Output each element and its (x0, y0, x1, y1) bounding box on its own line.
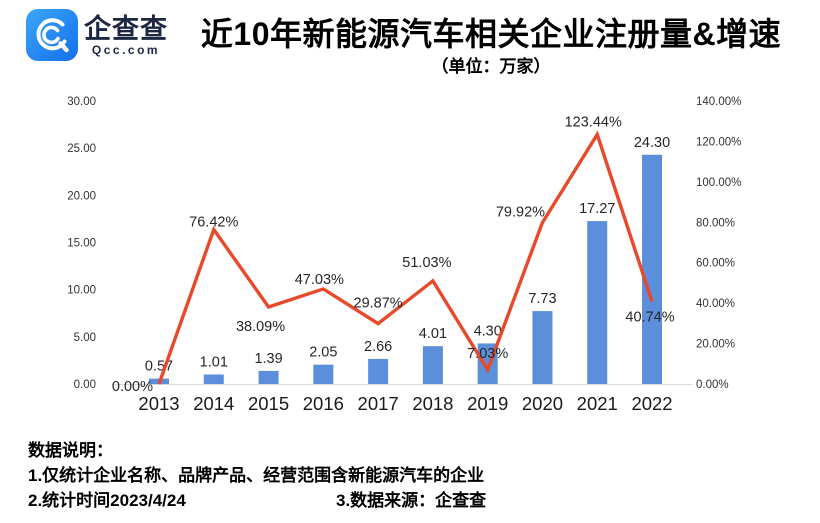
line-label: 7.03% (467, 346, 508, 362)
left-axis-tick: 10.00 (67, 285, 96, 297)
x-axis-label-2019: 2019 (467, 393, 508, 414)
line-label: 79.92% (496, 204, 545, 220)
growth-line (157, 130, 654, 385)
line-label: 29.87% (354, 296, 403, 312)
right-axis-tick: 100.00% (696, 177, 741, 189)
right-axis-tick: 60.00% (696, 258, 735, 270)
bar-2022 (642, 154, 663, 384)
bar-label: 1.01 (200, 354, 228, 370)
bar-label: 4.30 (474, 323, 502, 339)
x-axis-label-2021: 2021 (577, 393, 618, 414)
left-axis-tick: 20.00 (67, 190, 96, 202)
brand-domain: Qcc.com (91, 43, 161, 57)
right-axis-tick: 80.00% (696, 217, 735, 229)
footer-stat-date: 2.统计时间2023/4/24 (28, 491, 186, 510)
bar-2014 (203, 374, 224, 384)
line-label: 51.03% (402, 255, 451, 271)
x-axis-label-2015: 2015 (248, 393, 289, 414)
right-axis-tick: 140.00% (696, 96, 741, 108)
title-block: 近10年新能源汽车相关企业注册量&增速 （单位：万家） (176, 14, 806, 78)
brand-name: 企查查 (84, 14, 168, 44)
line-label: 47.03% (295, 272, 344, 288)
bar-label: 24.30 (634, 135, 670, 151)
x-axis-label-2017: 2017 (358, 393, 399, 414)
left-axis-tick: 0.00 (74, 379, 96, 391)
footer-notes: 数据说明： 1.仅统计企业名称、品牌产品、经营范围含新能源汽车的企业 2.统计时… (28, 438, 798, 513)
x-axis-label-2022: 2022 (631, 393, 672, 414)
bar-2018 (422, 346, 443, 384)
qcc-logo (26, 9, 78, 61)
page-title: 近10年新能源汽车相关企业注册量&增速 (200, 16, 782, 52)
page-subtitle: （单位：万家） (431, 57, 551, 76)
x-axis-label-2020: 2020 (522, 393, 563, 414)
bar-label: 2.66 (364, 339, 392, 355)
line-label: 123.44% (565, 114, 622, 130)
brand-block: 企查查 Qcc.com (76, 14, 176, 57)
x-axis-label-2014: 2014 (193, 393, 234, 414)
chart-canvas: 30.00 25.00 20.00 15.00 10.00 5.00 0.00 140.00%… (0, 88, 820, 436)
footer-line-1: 数据说明： (28, 441, 113, 460)
line-label: 38.09% (236, 319, 285, 335)
qcc-logo-icon (26, 9, 78, 61)
x-axis-label-2016: 2016 (303, 393, 344, 414)
bar-label: 1.39 (254, 351, 282, 367)
bar-label: 2.05 (309, 345, 337, 361)
right-axis-tick: 40.00% (696, 298, 735, 310)
left-axis-tick: 5.00 (74, 332, 96, 344)
line-label: 40.74% (625, 310, 674, 326)
right-axis-tick: 120.00% (696, 136, 741, 148)
footer-line-2: 1.仅统计企业名称、品牌产品、经营范围含新能源汽车的企业 (28, 466, 485, 485)
bar-2020 (532, 311, 553, 384)
x-axis-label-2018: 2018 (412, 393, 453, 414)
bar-label: 4.01 (419, 326, 447, 342)
footer-line-3: 2.统计时间2023/4/24 3.数据来源：企查查 (28, 488, 798, 513)
header: 企查查 Qcc.com 近10年新能源汽车相关企业注册量&增速 （单位：万家） (0, 0, 820, 90)
bar-2021 (587, 221, 608, 384)
bar-2015 (258, 370, 279, 384)
left-axis-tick: 25.00 (67, 143, 96, 155)
bar-label: 7.73 (528, 291, 556, 307)
combo-chart: 30.00 25.00 20.00 15.00 10.00 5.00 0.00 140.00%… (67, 96, 741, 414)
x-axis-label-2013: 2013 (138, 393, 179, 414)
bar-label: 17.27 (579, 201, 615, 217)
line-label: 76.42% (189, 215, 238, 231)
line-label: 0.00% (112, 379, 153, 395)
footer-data-source: 3.数据来源：企查查 (336, 491, 487, 510)
left-axis-tick: 15.00 (67, 238, 96, 250)
right-axis-tick: 0.00% (696, 379, 729, 391)
right-axis-tick: 20.00% (696, 339, 735, 351)
bar-2017 (368, 358, 389, 384)
bar-2016 (313, 364, 334, 384)
left-axis-tick: 30.00 (67, 96, 96, 108)
